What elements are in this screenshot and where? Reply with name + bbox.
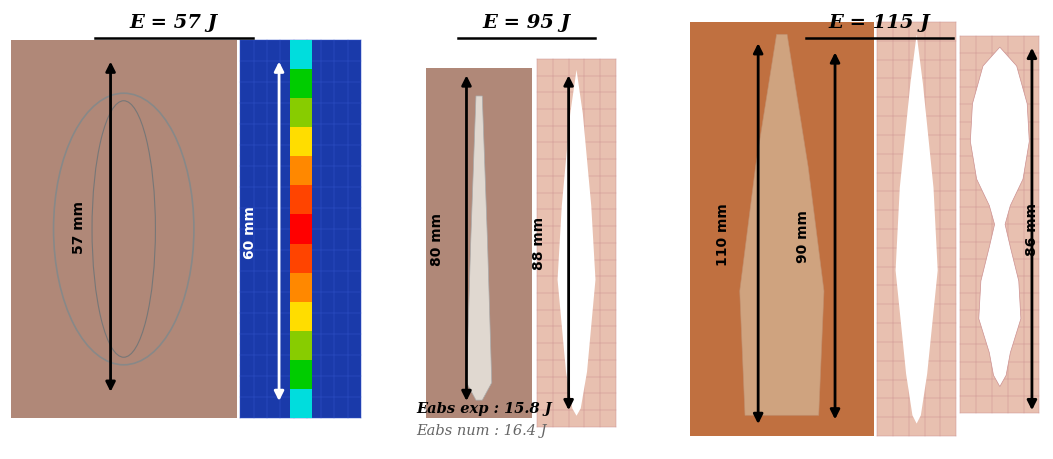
Text: 88 mm: 88 mm [532, 217, 547, 270]
Bar [290, 215, 312, 244]
Bar [290, 244, 312, 273]
Bar [290, 186, 312, 215]
Bar [290, 70, 312, 99]
Text: 60 mm: 60 mm [242, 206, 257, 258]
Bar [290, 331, 312, 360]
Text: 57 mm: 57 mm [72, 201, 86, 254]
Text: E = 115 J: E = 115 J [829, 14, 930, 32]
Bar [290, 302, 312, 331]
Bar [290, 99, 312, 128]
Bar [877, 23, 956, 436]
Polygon shape [895, 35, 937, 424]
Bar [537, 60, 616, 427]
Bar [426, 69, 532, 418]
Bar [290, 128, 312, 157]
Polygon shape [739, 35, 824, 415]
Polygon shape [558, 71, 596, 416]
Bar [290, 389, 312, 418]
Text: E = 57 J: E = 57 J [130, 14, 218, 32]
Bar [240, 41, 361, 418]
Polygon shape [971, 48, 1030, 387]
Text: 86 mm: 86 mm [1025, 203, 1039, 256]
Text: Eabs num : 16.4 J: Eabs num : 16.4 J [416, 423, 547, 437]
Text: 80 mm: 80 mm [430, 212, 444, 265]
Text: 90 mm: 90 mm [796, 210, 811, 263]
Bar [11, 41, 237, 418]
Text: E = 95 J: E = 95 J [482, 14, 571, 32]
Bar [290, 360, 312, 389]
Text: Eabs exp : 15.8 J: Eabs exp : 15.8 J [416, 402, 552, 415]
Bar [290, 273, 312, 302]
Bar [690, 23, 874, 436]
Bar [960, 37, 1039, 413]
Bar [290, 157, 312, 186]
Polygon shape [466, 97, 492, 400]
Bar [290, 41, 312, 70]
Text: 110 mm: 110 mm [716, 203, 731, 265]
